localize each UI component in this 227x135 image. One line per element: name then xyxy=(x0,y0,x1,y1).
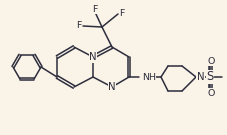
Text: O: O xyxy=(207,57,215,65)
Text: F: F xyxy=(92,4,98,14)
Text: S: S xyxy=(206,70,214,84)
Text: N: N xyxy=(108,82,116,92)
Text: NH: NH xyxy=(142,72,156,82)
Text: O: O xyxy=(207,89,215,97)
Text: N: N xyxy=(197,72,205,82)
Text: F: F xyxy=(76,21,82,31)
Text: N: N xyxy=(89,52,97,62)
Text: F: F xyxy=(119,9,125,18)
